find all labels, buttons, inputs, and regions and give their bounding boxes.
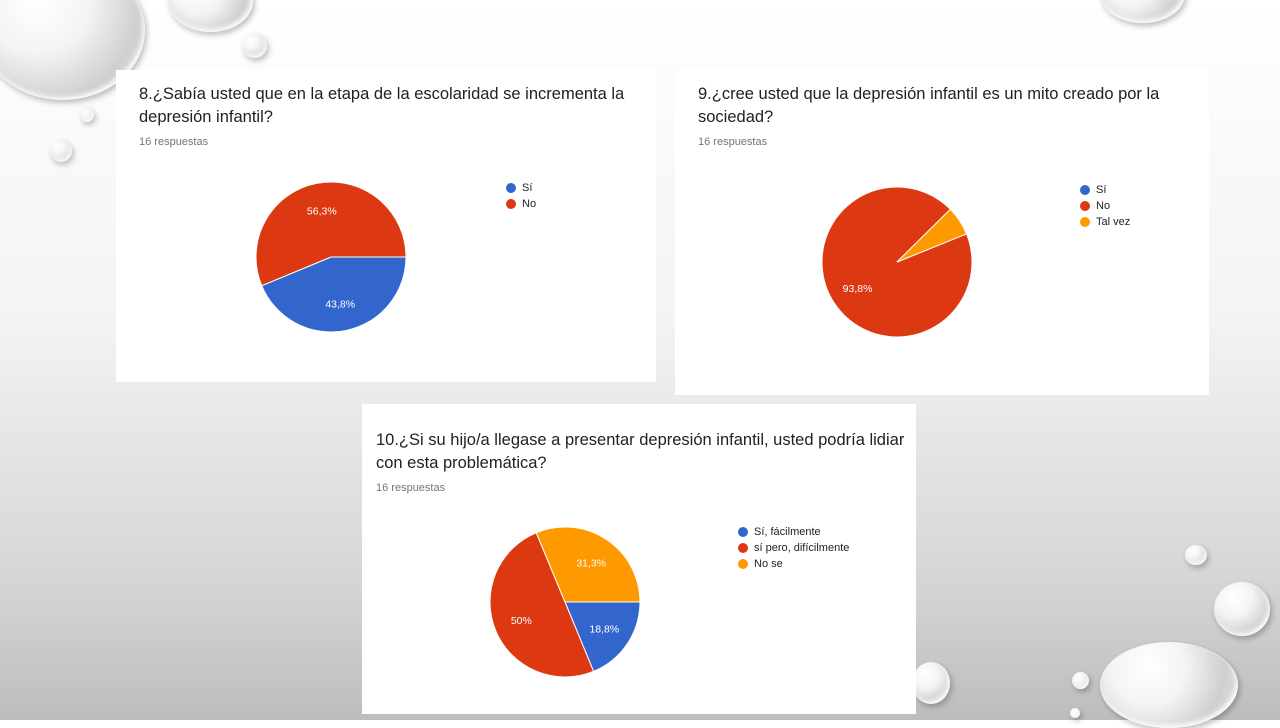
legend-item: No (506, 196, 536, 212)
legend-item: No se (738, 556, 849, 572)
legend-item: Sí (506, 180, 536, 196)
response-count: 16 respuestas (698, 136, 768, 148)
question-title: 10.¿Si su hijo/a llegase a presentar dep… (376, 431, 905, 472)
water-drop-decoration (1100, 0, 1185, 23)
pie-slice-label: 18,8% (589, 623, 619, 635)
water-drop-decoration (1070, 708, 1080, 718)
legend-label: Sí (1096, 184, 1107, 196)
legend-item: Sí, fácilmente (738, 524, 849, 540)
response-count: 16 respuestas (139, 136, 209, 148)
pie-slice-label: 56,3% (307, 206, 337, 218)
water-drop-decoration (1072, 672, 1089, 689)
question-title: 8.¿Sabía usted que en la etapa de la esc… (139, 85, 625, 126)
legend-swatch (1080, 185, 1090, 195)
pie-slice-3 (896, 208, 968, 263)
legend-label: Sí, fácilmente (754, 526, 821, 538)
legend-swatch (1080, 217, 1090, 227)
pie-slice-label: 93,8% (843, 283, 873, 295)
chart-legend: Sí, fácilmente sí pero, difícilmente No se (738, 524, 849, 572)
pie-slice-2 (255, 181, 407, 287)
pie-slice-1 (261, 256, 407, 333)
legend-label: Sí (522, 182, 533, 194)
chart-legend: Sí No (506, 180, 536, 212)
legend-label: Tal vez (1096, 216, 1131, 228)
response-count: 16 respuestas (376, 482, 446, 494)
legend-label: No (522, 198, 537, 210)
water-drop-decoration (50, 140, 72, 162)
water-drop-decoration (80, 108, 94, 122)
pie-slice-2 (489, 532, 595, 678)
legend-item: Tal vez (1080, 214, 1130, 228)
legend-swatch (506, 199, 516, 209)
pie-slice-label: 31,3% (576, 558, 606, 570)
pie-slice-1 (564, 601, 641, 673)
pie-chart: 93,8% (821, 186, 973, 338)
water-drop-decoration (168, 0, 253, 32)
pie-chart: 43,8% 56,3% (255, 181, 407, 333)
legend-swatch (738, 527, 748, 537)
legend-item: No (1080, 198, 1130, 214)
legend-swatch (738, 559, 748, 569)
survey-card-q9: 9.¿cree usted que la depresión infantil … (675, 70, 1209, 395)
legend-label: No se (754, 558, 783, 570)
water-drop-decoration (242, 33, 267, 58)
water-drop-decoration (1100, 642, 1238, 728)
legend-swatch (738, 543, 748, 553)
water-drop-decoration (1185, 545, 1207, 565)
pie-slice-label: 43,8% (325, 298, 355, 310)
legend-item: Sí (1080, 182, 1130, 198)
survey-card-q10: 10.¿Si su hijo/a llegase a presentar dep… (362, 404, 916, 714)
legend-item: sí pero, difícilmente (738, 540, 849, 556)
legend-label: No (1096, 200, 1111, 212)
legend-swatch (506, 183, 516, 193)
pie-slice-label: 50% (511, 615, 532, 627)
water-drop-decoration (1214, 582, 1270, 636)
legend-label: sí pero, difícilmente (754, 542, 850, 554)
pie-slice-3 (535, 526, 641, 603)
legend-swatch (1080, 201, 1090, 211)
pie-chart: 18,8% 50% 31,3% (489, 526, 641, 678)
question-title: 9.¿cree usted que la depresión infantil … (698, 85, 1160, 126)
survey-card-q8: 8.¿Sabía usted que en la etapa de la esc… (116, 70, 656, 382)
water-drop-decoration (912, 662, 950, 704)
chart-legend: Sí No Tal vez (1080, 182, 1130, 228)
